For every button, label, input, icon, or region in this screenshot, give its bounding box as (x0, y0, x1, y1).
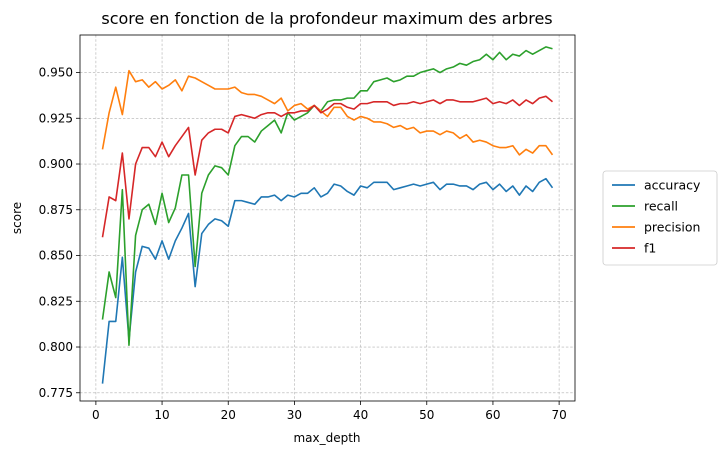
x-axis: 0 10 20 30 40 50 60 70 (92, 401, 567, 422)
y-tick-label: 0.850 (39, 249, 73, 263)
series-line-recall (101, 46, 553, 346)
y-tick-label: 0.800 (39, 340, 73, 354)
x-axis-label: max_depth (293, 431, 360, 445)
series-line-accuracy (101, 177, 554, 384)
y-axis-label: score (10, 202, 24, 234)
x-tick-label: 70 (551, 408, 566, 422)
series-group (101, 46, 554, 384)
y-tick-label: 0.950 (39, 66, 73, 80)
x-tick-label: 0 (92, 408, 100, 422)
legend-label-accuracy: accuracy (644, 178, 701, 193)
series-line-f1 (101, 95, 554, 238)
grid (80, 35, 575, 401)
y-axis: 0.775 0.800 0.825 0.850 0.875 0.900 0.925 0.950 (39, 66, 80, 400)
chart-title: score en fonction de la profondeur maxim… (101, 9, 552, 28)
x-tick-label: 10 (154, 408, 169, 422)
y-tick-label: 0.925 (39, 111, 73, 125)
series-line-precision (101, 69, 554, 156)
x-tick-label: 20 (221, 408, 236, 422)
legend: accuracy recall precision f1 (602, 170, 718, 266)
x-tick-label: 40 (353, 408, 368, 422)
legend-frame (602, 170, 718, 266)
legend-label-precision: precision (644, 220, 700, 235)
y-tick-label: 0.900 (39, 157, 73, 171)
y-tick-label: 0.875 (39, 203, 73, 217)
legend-label-f1: f1 (644, 241, 656, 256)
x-tick-label: 50 (419, 408, 434, 422)
legend-label-recall: recall (644, 199, 678, 214)
y-tick-label: 0.825 (39, 294, 73, 308)
x-tick-label: 30 (287, 408, 302, 422)
y-tick-label: 0.775 (39, 386, 73, 400)
plot-area-frame (79, 34, 576, 402)
x-tick-label: 60 (485, 408, 500, 422)
